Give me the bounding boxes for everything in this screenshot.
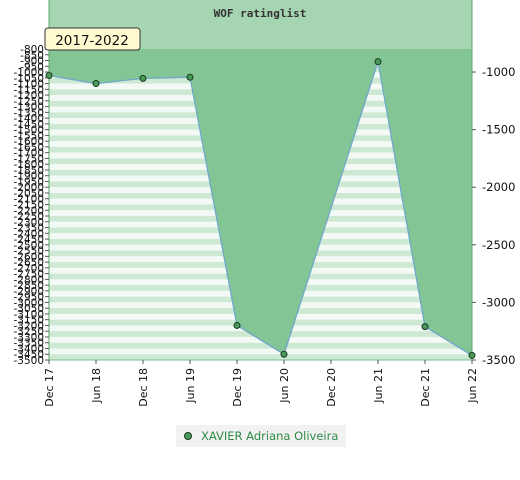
data-point (186, 73, 194, 81)
x-tick-label: Jun 19 (184, 368, 197, 404)
left-tick-label: -850 (20, 50, 44, 62)
plot-stripe (49, 348, 472, 355)
x-tick-label: Dec 17 (43, 368, 56, 407)
x-tick-label: Dec 18 (137, 368, 150, 407)
x-axis: Dec 17 Jun 18 Dec 18 Jun 19 Dec 19 Jun 20 Dec … (43, 360, 479, 407)
left-tick-label: -2700 (13, 263, 44, 275)
left-tick-label: -1100 (13, 79, 44, 91)
x-tick-label: Dec 19 (231, 368, 244, 407)
left-axis: -800-850-900-950-1000-1050-1100-1150-120… (13, 44, 49, 367)
left-tick-label: -2400 (13, 228, 44, 240)
left-tick-label: -2150 (13, 200, 44, 212)
legend: XAVIER Adriana Oliveira (176, 425, 346, 447)
right-tick-label: -2500 (482, 238, 515, 252)
left-tick-label: -1700 (13, 148, 44, 160)
left-tick-label: -2950 (13, 292, 44, 304)
right-axis: -1000 -1500 -2000 -2500 -3000 -3500 (472, 65, 515, 367)
left-tick-label: -1800 (13, 159, 44, 171)
left-tick-label: -1850 (13, 165, 44, 177)
left-tick-label: -1000 (13, 67, 44, 79)
x-tick-label: Jun 20 (278, 368, 291, 404)
x-tick-label: Dec 20 (325, 368, 338, 407)
left-tick-label: -1050 (13, 73, 44, 85)
x-tick-label: Jun 18 (90, 368, 103, 404)
left-tick-label: -2800 (13, 274, 44, 286)
left-tick-label: -2600 (13, 251, 44, 263)
plot-stripe (49, 342, 472, 349)
left-tick-label: -1350 (13, 107, 44, 119)
data-point (233, 321, 241, 329)
left-tick-label: -1450 (13, 119, 44, 131)
data-markers (45, 58, 476, 359)
left-tick-label: -1300 (13, 102, 44, 114)
left-tick-label: -3450 (13, 349, 44, 361)
period-badge-box (44, 27, 141, 51)
left-tick-label: -2000 (13, 182, 44, 194)
legend-box (176, 425, 346, 447)
period-badge: 2017-2022 (44, 27, 141, 51)
left-tick-label: -3350 (13, 338, 44, 350)
left-tick-label: -2300 (13, 217, 44, 229)
left-tick-label: -1900 (13, 171, 44, 183)
data-point (92, 80, 100, 88)
left-tick-label: -3400 (13, 343, 44, 355)
left-tick-label: -3150 (13, 315, 44, 327)
data-point (280, 350, 288, 358)
left-tick-label: -2900 (13, 286, 44, 298)
legend-label: XAVIER Adriana Oliveira (201, 429, 338, 443)
left-tick-label: -2550 (13, 246, 44, 258)
left-tick-label: -2350 (13, 223, 44, 235)
left-tick-label: -2500 (13, 240, 44, 252)
data-point (468, 351, 476, 359)
left-tick-label: -1250 (13, 96, 44, 108)
legend-marker (184, 432, 192, 440)
left-tick-label: -3300 (13, 332, 44, 344)
x-tick-label: Dec 21 (419, 368, 432, 407)
left-tick-label: -2650 (13, 257, 44, 269)
left-tick-label: -1950 (13, 176, 44, 188)
left-tick-label: -2100 (13, 194, 44, 206)
right-tick-label: -2000 (482, 180, 515, 194)
left-tick-label: -2050 (13, 188, 44, 200)
right-tick-label: -3000 (482, 295, 515, 309)
left-tick-label: -3200 (13, 320, 44, 332)
data-point (421, 323, 429, 331)
right-tick-label: -1000 (482, 65, 515, 79)
left-tick-label: -1600 (13, 136, 44, 148)
left-tick-label: -1500 (13, 125, 44, 137)
left-tick-label: -1550 (13, 130, 44, 142)
left-tick-label: -1150 (13, 84, 44, 96)
left-tick-label: -2250 (13, 211, 44, 223)
right-tick-label: -3500 (482, 353, 515, 367)
left-tick-label: -2450 (13, 234, 44, 246)
plot-stripe (49, 354, 472, 360)
chart-title: WOF ratinglist (214, 7, 307, 20)
left-tick-label: -1400 (13, 113, 44, 125)
left-tick-label: -3000 (13, 297, 44, 309)
left-tick-label: -800 (20, 44, 44, 56)
left-tick-label: -2850 (13, 280, 44, 292)
left-tick-label: -900 (20, 56, 44, 68)
period-label: 2017-2022 (55, 33, 129, 49)
left-tick-label: -3050 (13, 303, 44, 315)
left-tick-label: -1750 (13, 153, 44, 165)
right-tick-label: -1500 (482, 123, 515, 137)
x-tick-label: Jun 22 (466, 368, 479, 404)
series-area (49, 49, 472, 356)
x-tick-label: Jun 21 (372, 368, 385, 404)
left-tick-label: -1650 (13, 142, 44, 154)
data-point (139, 74, 147, 82)
left-tick-label: -1200 (13, 90, 44, 102)
left-tick-label: -950 (20, 61, 44, 73)
left-tick-label: -3100 (13, 309, 44, 321)
left-tick-label: -3500 (13, 355, 44, 367)
left-tick-label: -2750 (13, 269, 44, 281)
left-tick-label: -2200 (13, 205, 44, 217)
left-tick-label: -3250 (13, 326, 44, 338)
data-point (374, 58, 382, 66)
